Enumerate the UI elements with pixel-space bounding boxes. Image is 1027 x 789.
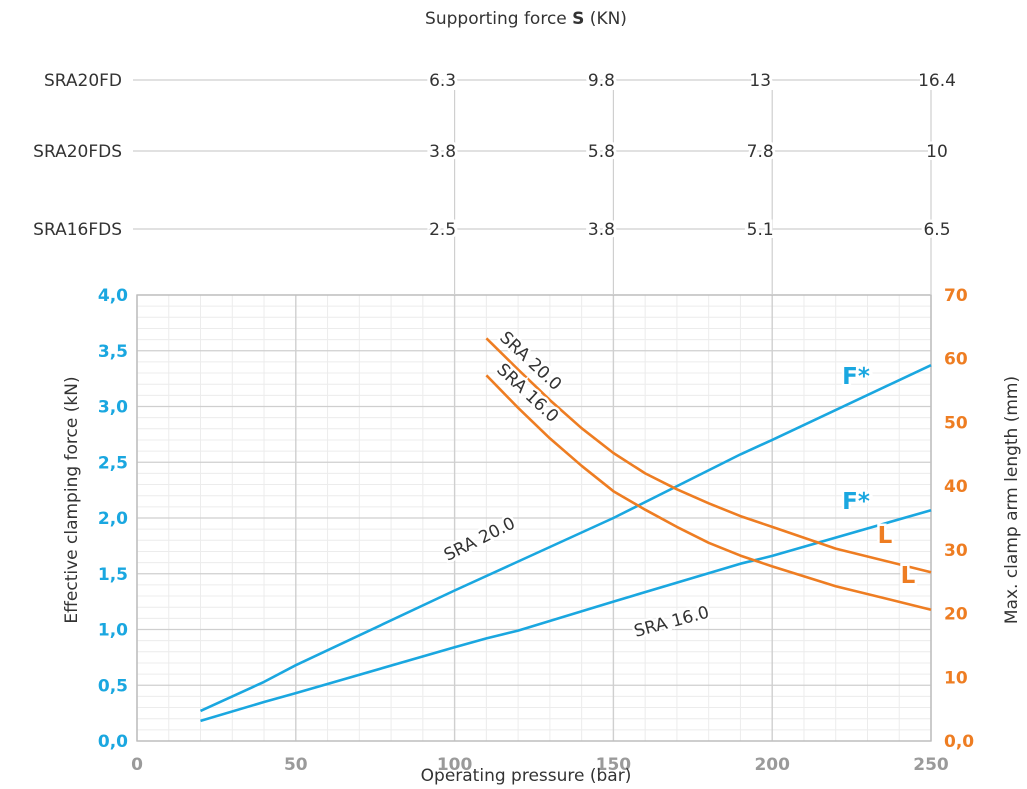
y-right-tick-label-50: 50	[944, 413, 968, 433]
table-value-sra20fd-200: 13	[749, 71, 771, 91]
grid	[136, 294, 932, 742]
y-left-tick-label-1,5: 1,5	[98, 565, 128, 585]
series-line-f16	[200, 508, 932, 723]
y-right-tick-label-20: 20	[944, 605, 968, 625]
y-left-tick-label-3,5: 3,5	[98, 342, 128, 362]
end-label-l16: L	[901, 563, 916, 589]
series-line-l16	[485, 374, 932, 611]
supporting-force-title-prefix: Supporting force	[425, 9, 572, 29]
table-value-sra20fd-250: 16.4	[918, 71, 956, 91]
series-lines	[199, 337, 932, 723]
y-right-tick-label-60: 60	[944, 350, 968, 370]
y-axis-title-right: Max. clamp arm length (mm)	[1002, 376, 1022, 624]
x-tick-label-100: 100	[437, 755, 473, 775]
series-line-f20	[199, 364, 932, 713]
table-value-sra20fds-200: 7.8	[747, 142, 774, 162]
table-row-label-sra20fds: SRA20FDS	[33, 142, 122, 162]
x-axis-title: Operating pressure (bar)	[421, 766, 632, 786]
table-value-sra16fds-200: 5.1	[747, 220, 774, 240]
table-value-sra20fd-150: 9.8	[588, 71, 615, 91]
table-row-label-sra16fds: SRA16FDS	[33, 220, 122, 240]
y-right-tick-label-40: 40	[944, 477, 968, 497]
y-axis-title-left: Effective clamping force (kN)	[62, 376, 82, 623]
plot-frame	[136, 294, 932, 742]
y-left-tick-label-2,5: 2,5	[98, 453, 128, 473]
table-value-sra16fds-250: 6.5	[923, 220, 950, 240]
x-tick-label-200: 200	[754, 755, 790, 775]
x-tick-label-150: 150	[596, 755, 632, 775]
y-left-tick-label-4,0: 4,0	[98, 286, 128, 306]
y-left-tick-label-0,0: 0,0	[98, 732, 128, 752]
supporting-force-title: Supporting force S (KN)	[425, 9, 627, 29]
curve-label-f20: SRA 20.0	[441, 513, 519, 565]
axes: 0 50 100 150 200 250 0,0 0,5 1,0 1,5 2,0 2,5 3,0 3,5 4…	[98, 286, 974, 775]
supporting-force-title-unit: (KN)	[584, 9, 627, 29]
table-value-sra20fds-100: 3.8	[429, 142, 456, 162]
y-right-tick-label-0,0: 0,0	[944, 732, 974, 752]
x-tick-label-50: 50	[284, 755, 308, 775]
y-left-tick-label-0,5: 0,5	[98, 676, 128, 696]
x-tick-label-250: 250	[913, 755, 949, 775]
y-right-tick-label-10: 10	[944, 668, 968, 688]
end-label-l20: L	[878, 523, 893, 549]
supporting-force-table: SRA20FD 6.3 9.8 13 16.4 SRA20FDS 3.8 5.8 7.8 10 SR…	[33, 68, 959, 295]
table-value-sra20fd-100: 6.3	[429, 71, 456, 91]
series-line-l20	[485, 337, 932, 574]
end-label-f16: F*	[842, 489, 870, 515]
y-left-tick-label-2,0: 2,0	[98, 509, 128, 529]
x-tick-label-0: 0	[131, 755, 143, 775]
supporting-force-title-symbol: S	[572, 9, 584, 29]
end-label-f20: F*	[842, 364, 870, 390]
curve-label-f16: SRA 16.0	[632, 603, 711, 642]
y-right-tick-label-30: 30	[944, 541, 968, 561]
table-value-sra20fds-150: 5.8	[588, 142, 615, 162]
y-right-tick-label-70: 70	[944, 286, 968, 306]
table-value-sra16fds-100: 2.5	[429, 220, 456, 240]
y-left-tick-label-1,0: 1,0	[98, 621, 128, 641]
table-row-label-sra20fd: SRA20FD	[44, 71, 122, 91]
y-left-tick-label-3,0: 3,0	[98, 398, 128, 418]
table-value-sra16fds-150: 3.8	[588, 220, 615, 240]
table-value-sra20fds-250: 10	[926, 142, 948, 162]
